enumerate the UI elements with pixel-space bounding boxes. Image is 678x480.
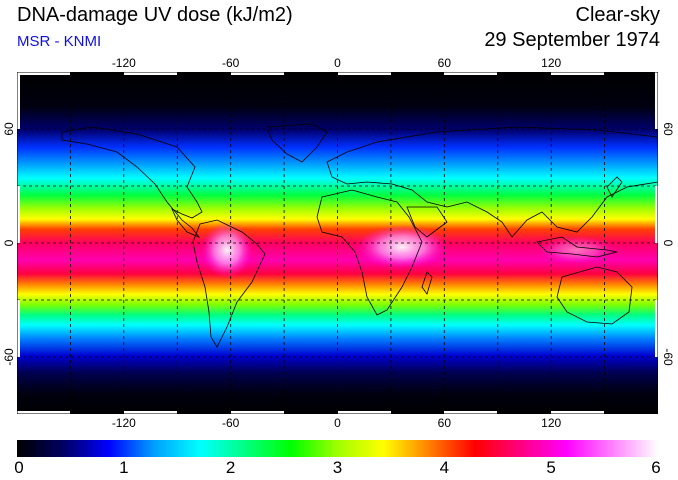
coast-greenland: [266, 123, 328, 163]
colorbar-tick-label: 1: [119, 458, 129, 477]
coast-indonesia: [536, 236, 618, 258]
coast-south-america: [192, 219, 266, 348]
coast-japan: [606, 176, 623, 198]
lat-tick-label-left: 60: [2, 122, 16, 136]
colorbar-tick-label: 0: [14, 458, 24, 477]
lat-tick-label-right: -60: [661, 348, 675, 366]
hotspot-africa: [356, 225, 448, 269]
lon-tick-label-bottom: -120: [111, 416, 136, 430]
lon-tick-label-bottom: 60: [437, 416, 452, 430]
coast-madagascar: [421, 271, 433, 295]
lon-tick-label-top: -60: [221, 56, 240, 70]
coast-eurasia: [326, 126, 658, 238]
map-title: DNA-damage UV dose (kJ/m2): [17, 4, 293, 26]
lon-tick-label-bottom: -60: [221, 416, 240, 430]
lon-tick-label-top: 0: [334, 56, 341, 70]
graticule: [17, 72, 658, 414]
colorbar-tick-label: 3: [332, 458, 343, 477]
lon-tick-label-top: 120: [541, 56, 562, 70]
coast-africa: [316, 189, 423, 316]
lon-tick-label-bottom: 120: [541, 416, 562, 430]
frame-ticks: [17, 72, 658, 414]
colorbar-tick-label: 2: [225, 458, 236, 477]
colorbar-gradient: [17, 440, 658, 457]
colorbar: [17, 440, 658, 457]
coast-north-america: [61, 126, 203, 238]
date-label: 29 September 1974: [484, 29, 660, 51]
lat-tick-label-left: -60: [2, 348, 16, 366]
colorbar-tick-label: 4: [439, 458, 450, 477]
hotspot-south-america: [201, 222, 253, 278]
colorbar-tick-label: 6: [651, 458, 661, 477]
coast-australia: [556, 266, 633, 325]
lon-tick-label-top: -120: [111, 56, 136, 70]
coast-arabia: [406, 206, 448, 238]
lon-tick-label-bottom: 0: [334, 416, 341, 430]
lon-tick-label-top: 60: [437, 56, 452, 70]
lat-tick-label-right: 60: [661, 122, 675, 136]
colorbar-tick-label: 5: [546, 458, 556, 477]
uv-dose-map: [17, 72, 658, 414]
lat-tick-label-right: 0: [661, 239, 675, 247]
source-label: MSR - KNMI: [17, 33, 102, 50]
sky-condition-label: Clear-sky: [575, 4, 660, 26]
coastlines: [61, 123, 658, 348]
lat-tick-label-left: 0: [2, 239, 16, 247]
